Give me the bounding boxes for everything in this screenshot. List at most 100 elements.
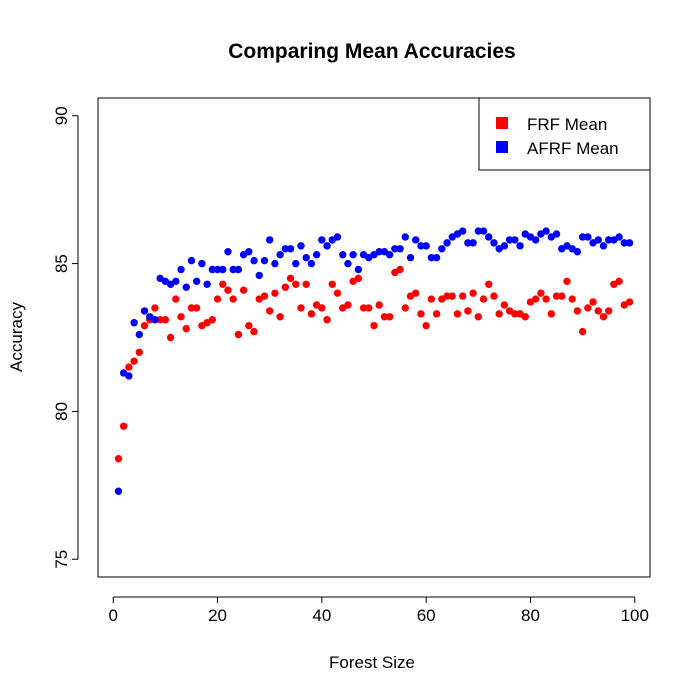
- point-afrf: [620, 239, 629, 247]
- point-afrf: [412, 236, 420, 244]
- point-frf: [568, 295, 576, 303]
- point-afrf: [479, 227, 488, 235]
- point-frf: [224, 286, 232, 294]
- point-frf: [578, 327, 587, 336]
- point-frf: [490, 292, 498, 300]
- legend-swatch-afrf: [496, 141, 508, 153]
- legend: FRF Mean AFRF Mean: [478, 97, 651, 171]
- point-frf: [417, 310, 425, 318]
- point-frf: [125, 363, 133, 371]
- point-frf: [531, 295, 540, 303]
- point-frf: [229, 295, 237, 303]
- legend-label-frf: FRF Mean: [527, 115, 607, 134]
- point-afrf: [130, 319, 138, 327]
- point-afrf: [312, 251, 321, 259]
- point-frf: [344, 301, 352, 309]
- point-frf: [354, 274, 363, 283]
- point-frf: [245, 321, 253, 330]
- point-afrf: [281, 245, 290, 253]
- point-frf: [292, 280, 300, 288]
- point-frf: [427, 295, 436, 303]
- point-afrf: [114, 487, 123, 495]
- point-frf: [385, 313, 394, 321]
- point-afrf: [422, 242, 430, 250]
- point-afrf: [443, 239, 451, 247]
- point-afrf: [292, 259, 300, 268]
- point-frf: [135, 348, 144, 356]
- point-frf: [276, 313, 284, 321]
- point-afrf: [500, 242, 509, 250]
- point-afrf: [255, 271, 263, 280]
- point-frf: [151, 304, 159, 312]
- x-axis-label: Forest Size: [329, 653, 415, 672]
- point-afrf: [438, 245, 446, 253]
- point-frf: [328, 280, 336, 288]
- point-afrf: [265, 236, 274, 244]
- point-frf: [119, 422, 128, 430]
- point-frf: [213, 295, 222, 303]
- point-frf: [432, 310, 441, 318]
- point-frf: [599, 313, 608, 321]
- chart-title: Comparing Mean Accuracies: [228, 40, 515, 63]
- point-afrf: [229, 265, 237, 274]
- point-afrf: [260, 256, 269, 265]
- point-afrf: [203, 280, 211, 288]
- point-frf: [500, 301, 509, 309]
- point-afrf: [234, 265, 243, 274]
- point-frf: [521, 313, 529, 321]
- point-frf: [187, 304, 196, 312]
- x-tick-label: 20: [208, 606, 227, 625]
- point-afrf: [344, 259, 352, 268]
- legend-swatch-frf: [496, 117, 508, 129]
- y-tick-label: 80: [52, 402, 71, 421]
- point-frf: [396, 265, 404, 274]
- point-frf: [359, 304, 368, 312]
- point-frf: [365, 304, 373, 312]
- point-afrf: [302, 253, 310, 262]
- point-frf: [458, 292, 467, 300]
- point-frf: [422, 321, 430, 330]
- point-frf: [573, 307, 582, 315]
- point-afrf: [516, 242, 524, 250]
- point-afrf: [177, 265, 185, 274]
- point-frf: [453, 310, 462, 318]
- point-frf: [177, 313, 185, 321]
- point-afrf: [125, 372, 133, 380]
- point-frf: [265, 307, 274, 315]
- point-frf: [260, 292, 269, 300]
- point-frf: [182, 324, 190, 333]
- point-afrf: [625, 239, 634, 247]
- point-afrf: [219, 265, 227, 274]
- point-afrf: [182, 283, 190, 291]
- point-frf: [333, 289, 342, 297]
- x-axis: 0 20 40 60 80 100: [108, 596, 649, 625]
- point-afrf: [573, 248, 582, 256]
- point-afrf: [505, 236, 514, 244]
- point-frf: [558, 292, 566, 300]
- point-afrf: [615, 233, 623, 241]
- x-tick-label: 60: [417, 606, 436, 625]
- point-afrf: [250, 256, 258, 265]
- point-afrf: [552, 230, 561, 238]
- point-afrf: [427, 253, 436, 262]
- point-afrf: [406, 253, 415, 262]
- point-frf: [130, 357, 138, 365]
- point-frf: [250, 327, 258, 336]
- point-frf: [318, 304, 326, 312]
- point-afrf: [135, 330, 144, 339]
- point-frf: [380, 313, 389, 321]
- y-tick-label: 90: [52, 106, 71, 125]
- legend-box: [478, 97, 651, 171]
- point-afrf: [349, 251, 357, 259]
- x-tick-label: 100: [621, 606, 649, 625]
- point-afrf: [469, 239, 477, 247]
- point-frf: [307, 310, 316, 318]
- point-afrf: [584, 233, 592, 241]
- point-frf: [448, 292, 456, 300]
- point-afrf: [594, 236, 602, 244]
- point-afrf: [578, 233, 587, 241]
- point-afrf: [187, 256, 196, 265]
- point-frf: [323, 316, 331, 324]
- point-afrf: [417, 242, 425, 250]
